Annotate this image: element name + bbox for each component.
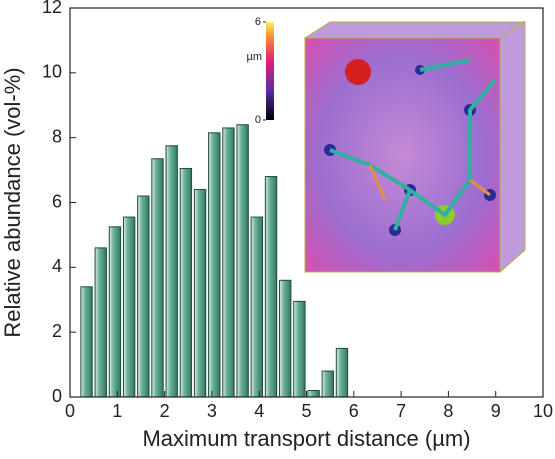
y-tick-label: 8 xyxy=(52,126,62,146)
y-tick-label: 12 xyxy=(42,0,62,17)
x-tick-label: 9 xyxy=(491,401,501,421)
bar xyxy=(321,370,334,398)
bar xyxy=(293,300,306,398)
x-tick-label: 3 xyxy=(207,401,217,421)
bar xyxy=(250,216,264,398)
x-tick-label: 2 xyxy=(160,401,170,421)
bar xyxy=(264,176,278,398)
y-tick-label: 2 xyxy=(52,321,62,341)
y-tick-label: 0 xyxy=(52,386,62,406)
x-tick-label: 1 xyxy=(112,401,122,421)
y-axis-label: Relative abundance (vol-%) xyxy=(0,67,25,337)
inset-image xyxy=(303,21,527,274)
x-tick-label: 4 xyxy=(254,401,264,421)
bar xyxy=(335,347,349,398)
x-tick-label: 7 xyxy=(396,401,406,421)
bar xyxy=(279,279,292,398)
bar xyxy=(165,145,178,398)
bar xyxy=(222,127,235,398)
x-tick-label: 10 xyxy=(533,401,553,421)
y-tick-label: 4 xyxy=(52,256,62,276)
x-axis-label: Maximum transport distance (µm) xyxy=(142,426,470,451)
colorbar-tick-label: 0 xyxy=(255,114,261,126)
x-tick-label: 0 xyxy=(65,401,75,421)
bar xyxy=(236,124,249,398)
bar xyxy=(208,132,221,398)
bar xyxy=(307,390,320,398)
colorbar-label: µm xyxy=(246,51,262,63)
bar xyxy=(94,247,107,398)
x-tick-label: 6 xyxy=(349,401,359,421)
bar xyxy=(137,195,150,398)
x-tick-label: 8 xyxy=(443,401,453,421)
bar xyxy=(122,216,136,398)
x-tick-label: 5 xyxy=(301,401,311,421)
bar xyxy=(151,158,164,398)
bar xyxy=(193,189,207,398)
y-tick-label: 10 xyxy=(42,62,62,82)
colorbar-tick-label: 6 xyxy=(255,16,261,28)
bar xyxy=(179,167,193,398)
bar xyxy=(80,286,93,398)
colorbar xyxy=(266,22,274,120)
bar xyxy=(108,226,122,398)
y-tick-label: 6 xyxy=(52,191,62,211)
